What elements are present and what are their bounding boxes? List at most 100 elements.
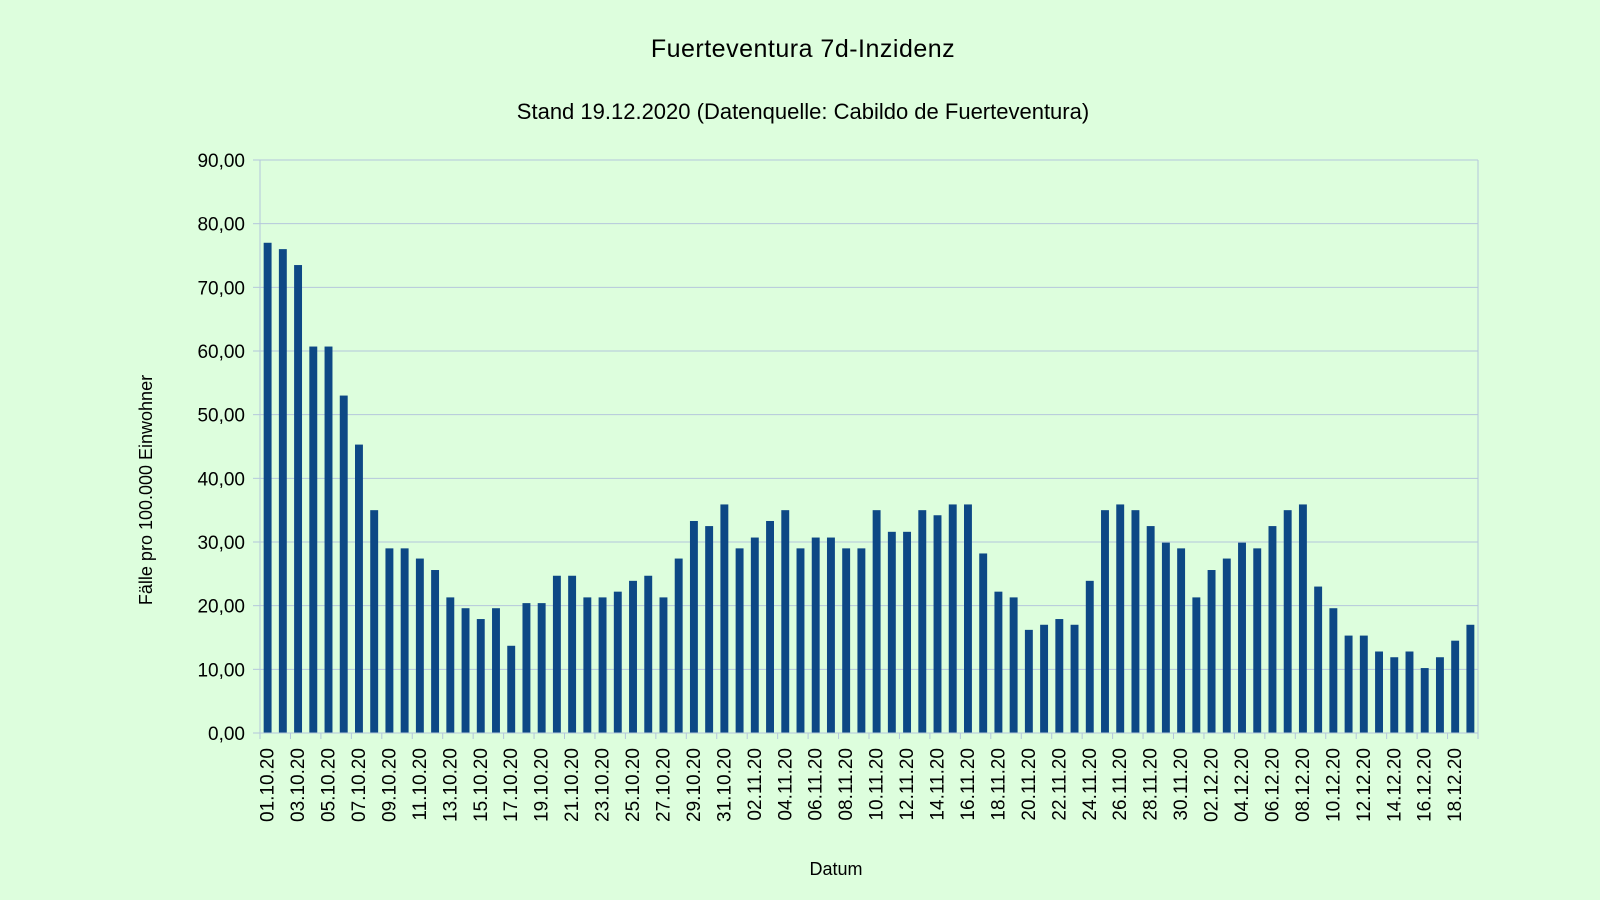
bar [492, 608, 500, 733]
bar [552, 575, 561, 733]
grid-lines [260, 159, 1478, 734]
x-tick-label: 12.11.20 [897, 748, 918, 821]
bar [1314, 586, 1323, 733]
y-axis-title: Fälle pro 100.000 Einwohner [136, 375, 156, 605]
bar [568, 575, 577, 733]
bar [446, 597, 455, 733]
x-tick-label: 22.11.20 [1049, 748, 1070, 821]
bar [857, 548, 866, 733]
bar [583, 597, 592, 733]
bar [461, 608, 470, 733]
x-tick-label: 29.10.20 [684, 748, 705, 822]
x-tick-label: 21.10.20 [562, 748, 583, 822]
bar-series [263, 242, 1475, 733]
x-tick-label: 03.10.20 [288, 748, 309, 822]
bar [415, 558, 424, 733]
y-tick-label: 50,00 [197, 406, 245, 427]
x-tick-label: 01.10.20 [258, 748, 279, 822]
x-tick-label: 11.10.20 [410, 748, 431, 821]
y-tick-label: 30,00 [197, 533, 245, 554]
bar [324, 346, 333, 733]
bar [1222, 558, 1231, 733]
bar [629, 580, 637, 733]
bar [1390, 657, 1399, 733]
bar [1238, 542, 1246, 733]
x-tick-label: 23.10.20 [593, 748, 614, 822]
x-tick-label: 04.12.20 [1232, 748, 1253, 822]
x-tick-label: 18.12.20 [1445, 748, 1466, 822]
x-axis-title: Datum [809, 859, 862, 879]
y-tick-label: 90,00 [197, 151, 245, 172]
x-tick-label: 25.10.20 [623, 748, 644, 822]
bar [659, 597, 668, 733]
x-tick-label: 02.11.20 [745, 748, 766, 821]
bar [720, 504, 729, 733]
y-tick-label: 0,00 [208, 724, 245, 745]
bar [278, 249, 287, 733]
bar [948, 504, 957, 733]
x-tick-label: 02.12.20 [1202, 748, 1223, 822]
y-tick-label: 70,00 [197, 278, 245, 299]
bar [294, 265, 303, 733]
bar [689, 520, 698, 733]
y-tick-label: 10,00 [197, 660, 245, 681]
x-tick-label: 10.12.20 [1323, 748, 1344, 822]
bar [918, 510, 927, 733]
bar [1268, 526, 1277, 733]
x-tick-label: 20.11.20 [1019, 748, 1040, 821]
x-tick-label: 05.10.20 [319, 748, 340, 822]
y-tick-label: 60,00 [197, 342, 245, 363]
bar [1451, 640, 1460, 733]
bar [522, 603, 531, 733]
x-axis-ticks: 01.10.20 03.10.20 05.10.20 07.10.20 09.10.20… [258, 733, 1479, 822]
x-tick-label: 08.12.20 [1293, 748, 1314, 822]
bar [796, 548, 805, 733]
bar [1085, 580, 1094, 733]
bar [1146, 526, 1155, 733]
axes [259, 160, 1479, 734]
bar [903, 531, 912, 733]
bar [1405, 651, 1414, 733]
bar [781, 510, 790, 733]
bar [826, 537, 835, 733]
y-tick-label: 40,00 [197, 469, 245, 490]
bar [887, 531, 896, 733]
bar [766, 520, 774, 733]
y-tick-label: 80,00 [197, 215, 245, 236]
bar [1207, 570, 1216, 733]
bar [613, 591, 622, 733]
bar [644, 575, 653, 733]
bar [309, 346, 318, 733]
bar [1253, 548, 1262, 733]
bar [1024, 629, 1033, 733]
x-tick-label: 16.11.20 [958, 748, 979, 821]
chart-subtitle: Stand 19.12.2020 (Datenquelle: Cabildo d… [517, 99, 1089, 124]
x-tick-label: 08.11.20 [836, 748, 857, 821]
bar [476, 619, 485, 733]
bar [1070, 624, 1079, 733]
bar [1116, 504, 1125, 733]
x-tick-label: 17.10.20 [501, 748, 522, 822]
bar [933, 515, 942, 733]
bar [1161, 542, 1170, 733]
x-tick-label: 06.12.20 [1262, 748, 1283, 822]
x-tick-label: 06.11.20 [806, 748, 827, 821]
bar [1329, 608, 1338, 733]
x-tick-label: 14.12.20 [1384, 748, 1405, 822]
bar [1131, 510, 1140, 733]
bar [1466, 624, 1475, 733]
bar [674, 558, 683, 733]
bar [385, 548, 394, 733]
bar [1192, 597, 1201, 733]
x-tick-label: 15.10.20 [471, 748, 492, 822]
bar [355, 444, 363, 733]
bar [1435, 657, 1444, 733]
bar [1359, 635, 1368, 733]
x-tick-label: 07.10.20 [349, 748, 370, 822]
x-tick-label: 27.10.20 [653, 748, 674, 822]
bar [339, 395, 348, 733]
bar [263, 242, 272, 733]
x-tick-label: 09.10.20 [379, 748, 400, 822]
